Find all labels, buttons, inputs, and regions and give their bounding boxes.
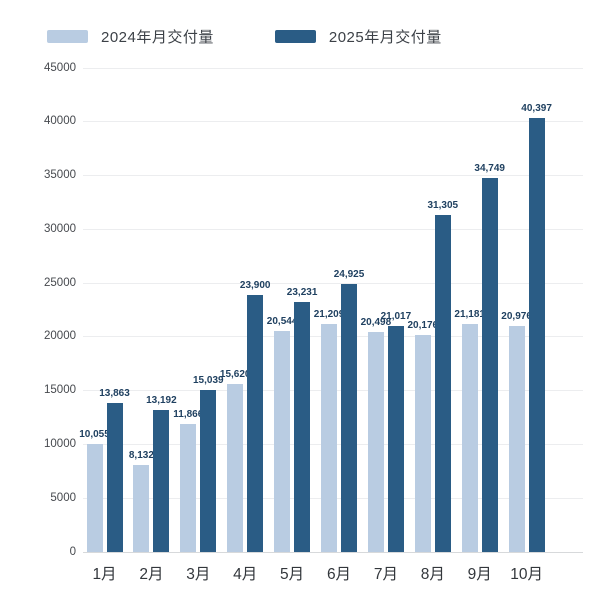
gridline-40000 [83, 121, 583, 123]
x-axis-label-8月: 8月 [420, 566, 445, 583]
bar-value-label-2025-2月: 13,192 [146, 395, 177, 406]
bar-2024-5月 [274, 331, 291, 552]
gridline-35000 [83, 175, 583, 177]
y-tick-label-15000: 15000 [44, 384, 76, 397]
bar-value-label-2025-5月: 23,231 [286, 287, 318, 298]
x-axis-label-7月: 7月 [373, 566, 398, 583]
bar-2025-5月 [294, 302, 311, 552]
gridline-0 [83, 551, 583, 553]
y-tick-label-45000: 45000 [44, 61, 76, 74]
bar-value-label-2025-6月: 24,925 [333, 269, 365, 280]
bar-2025-10月 [528, 118, 545, 552]
bar-value-label-2024-7月: 20,498 [360, 317, 392, 328]
bar-value-label-2024-9月: 21,181 [454, 309, 485, 320]
bar-2024-7月 [367, 332, 384, 552]
chart-legend: 2024年月交付量 2025年月交付量 [47, 26, 442, 47]
plot-area: 10,055 13,863 1月 8,132 13,192 2月 11,866 15,039 3… [79, 67, 583, 583]
legend-item-2024: 2024年月交付量 [47, 26, 214, 47]
legend-item-2025: 2025年月交付量 [274, 26, 442, 47]
bar-2025-1月 [106, 403, 123, 552]
legend-swatch-2025 [274, 30, 316, 43]
bar-value-label-2024-6月: 21,209 [313, 309, 345, 320]
bar-value-label-2025-8月: 31,305 [427, 200, 459, 211]
bar-value-label-2025-1月: 13,863 [99, 388, 130, 399]
legend-swatch-2024 [47, 30, 88, 43]
bar-value-label-2024-10月: 20,976 [501, 311, 532, 322]
bar-2025-4月 [247, 295, 264, 552]
bar-2025-8月 [434, 215, 451, 552]
bar-value-label-2025-9月: 34,749 [474, 163, 505, 174]
gridline-25000 [83, 282, 583, 284]
bar-value-label-2025-10月: 40,397 [521, 103, 552, 114]
y-tick-label-25000: 25000 [44, 276, 76, 289]
y-tick-label-30000: 30000 [44, 222, 76, 235]
legend-label-2025: 2025年月交付量 [328, 29, 442, 46]
bar-2024-8月 [414, 335, 431, 552]
x-axis-label-5月: 5月 [280, 566, 305, 583]
y-tick-label-20000: 20000 [44, 330, 76, 343]
bar-value-label-2024-4月: 15,620 [219, 369, 251, 380]
x-axis-label-3月: 3月 [186, 566, 211, 583]
bar-value-label-2024-8月: 20,176 [407, 320, 439, 331]
bar-2024-3月 [180, 424, 197, 552]
gridline-30000 [83, 228, 583, 230]
bar-value-label-2025-3月: 15,039 [193, 375, 224, 386]
y-tick-label-0: 0 [69, 545, 76, 558]
bar-value-label-2024-2月: 8,132 [128, 450, 154, 461]
x-axis-label-1月: 1月 [92, 566, 117, 583]
bar-value-label-2025-4月: 23,900 [239, 280, 271, 291]
bar-value-label-2025-7月: 21,017 [380, 311, 412, 322]
gridline-45000 [83, 67, 583, 69]
y-axis: 0 5000 10000 15000 20000 25000 30000 35000 40000… [0, 62, 76, 558]
bar-2025-2月 [153, 410, 170, 552]
bar-value-label-2024-3月: 11,866 [173, 409, 204, 420]
bar-2025-9月 [481, 178, 498, 552]
bar-2024-9月 [461, 324, 478, 552]
bar-2024-2月 [133, 465, 150, 552]
bar-2025-7月 [387, 326, 404, 552]
bar-2024-1月 [86, 444, 103, 552]
y-tick-label-10000: 10000 [44, 437, 76, 450]
y-tick-label-35000: 35000 [44, 169, 76, 182]
x-axis-label-4月: 4月 [233, 566, 258, 583]
bar-2024-10月 [508, 326, 525, 552]
bar-2024-6月 [321, 324, 337, 552]
x-axis-label-10月: 10月 [510, 566, 543, 583]
bar-2024-4月 [227, 384, 244, 552]
x-axis-label-6月: 6月 [326, 566, 352, 583]
y-tick-label-5000: 5000 [50, 491, 76, 504]
legend-label-2024: 2024年月交付量 [101, 29, 214, 46]
bar-value-label-2024-5月: 20,544 [266, 316, 298, 327]
bar-value-label-2024-1月: 10,055 [79, 429, 110, 440]
y-tick-label-40000: 40000 [44, 115, 76, 128]
bar-2025-3月 [200, 390, 217, 552]
bar-2025-6月 [341, 284, 357, 552]
x-axis-label-9月: 9月 [467, 566, 492, 583]
x-axis-label-2月: 2月 [139, 566, 164, 583]
